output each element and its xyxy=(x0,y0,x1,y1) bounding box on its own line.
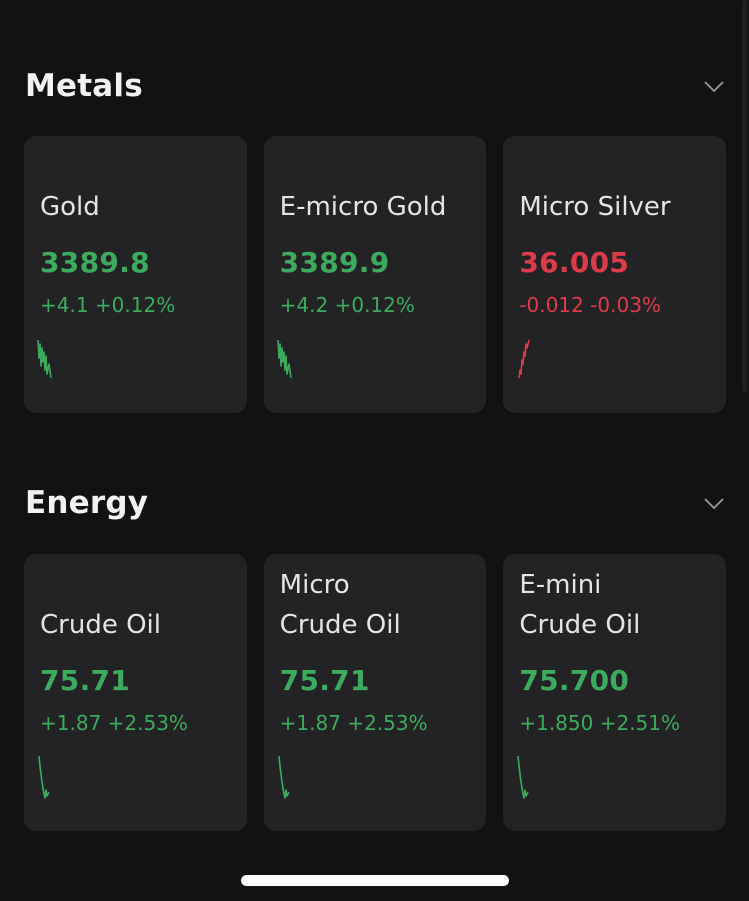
sparkline-chart xyxy=(517,755,530,799)
ticker-price: 75.71 xyxy=(279,664,370,697)
ticker-change: +4.1 +0.12% xyxy=(40,293,176,317)
sparkline-chart xyxy=(38,755,50,799)
metals-cards: Gold 3389.8 +4.1 +0.12% E-micro Gold 338… xyxy=(24,136,727,413)
ticker-name: Micro Silver xyxy=(519,192,671,222)
ticker-name: Gold xyxy=(40,192,100,222)
ticker-price: 36.005 xyxy=(519,246,630,279)
sparkline-path xyxy=(276,339,292,379)
sparkline-chart xyxy=(276,339,292,379)
section-header-energy[interactable]: Energy xyxy=(25,481,725,525)
energy-cards: Crude Oil 75.71 +1.87 +2.53% Micro Crude… xyxy=(24,554,727,831)
ticker-change: +1.87 +2.53% xyxy=(40,711,188,735)
ticker-name: Crude Oil xyxy=(40,610,161,640)
section-title: Energy xyxy=(25,485,149,521)
ticker-change: +4.2 +0.12% xyxy=(279,293,415,317)
ticker-price: 75.71 xyxy=(40,664,131,697)
chevron-down-icon[interactable] xyxy=(703,492,725,514)
section-header-metals[interactable]: Metals xyxy=(25,64,725,108)
sparkline-chart xyxy=(37,339,52,379)
scroll-indicator[interactable] xyxy=(742,0,747,392)
ticker-card[interactable]: Micro Silver 36.005 -0.012 -0.03% xyxy=(503,136,727,413)
ticker-card[interactable]: Micro Crude Oil 75.71 +1.87 +2.53% xyxy=(263,554,487,831)
home-indicator[interactable] xyxy=(241,875,509,886)
sparkline-chart xyxy=(277,755,290,799)
sparkline-path xyxy=(277,755,290,799)
ticker-change: +1.850 +2.51% xyxy=(519,711,681,735)
ticker-card[interactable]: Crude Oil 75.71 +1.87 +2.53% xyxy=(24,554,247,831)
chevron-down-icon[interactable] xyxy=(703,75,725,97)
sparkline-path xyxy=(518,339,531,379)
section-title: Metals xyxy=(25,68,143,104)
ticker-name: Micro Crude Oil xyxy=(279,570,401,640)
ticker-price: 3389.9 xyxy=(279,246,390,279)
sparkline-path xyxy=(38,755,50,799)
ticker-change: -0.012 -0.03% xyxy=(519,293,661,317)
ticker-card[interactable]: E-micro Gold 3389.9 +4.2 +0.12% xyxy=(263,136,487,413)
ticker-price: 75.700 xyxy=(519,664,630,697)
ticker-name: E-micro Gold xyxy=(279,192,447,222)
sparkline-path xyxy=(517,755,530,799)
ticker-card[interactable]: Gold 3389.8 +4.1 +0.12% xyxy=(24,136,247,413)
ticker-card[interactable]: E-mini Crude Oil 75.700 +1.850 +2.51% xyxy=(503,554,727,831)
ticker-price: 3389.8 xyxy=(40,246,150,279)
ticker-change: +1.87 +2.53% xyxy=(279,711,428,735)
ticker-name: E-mini Crude Oil xyxy=(519,570,641,640)
sparkline-path xyxy=(37,339,52,379)
sparkline-chart xyxy=(518,339,531,379)
